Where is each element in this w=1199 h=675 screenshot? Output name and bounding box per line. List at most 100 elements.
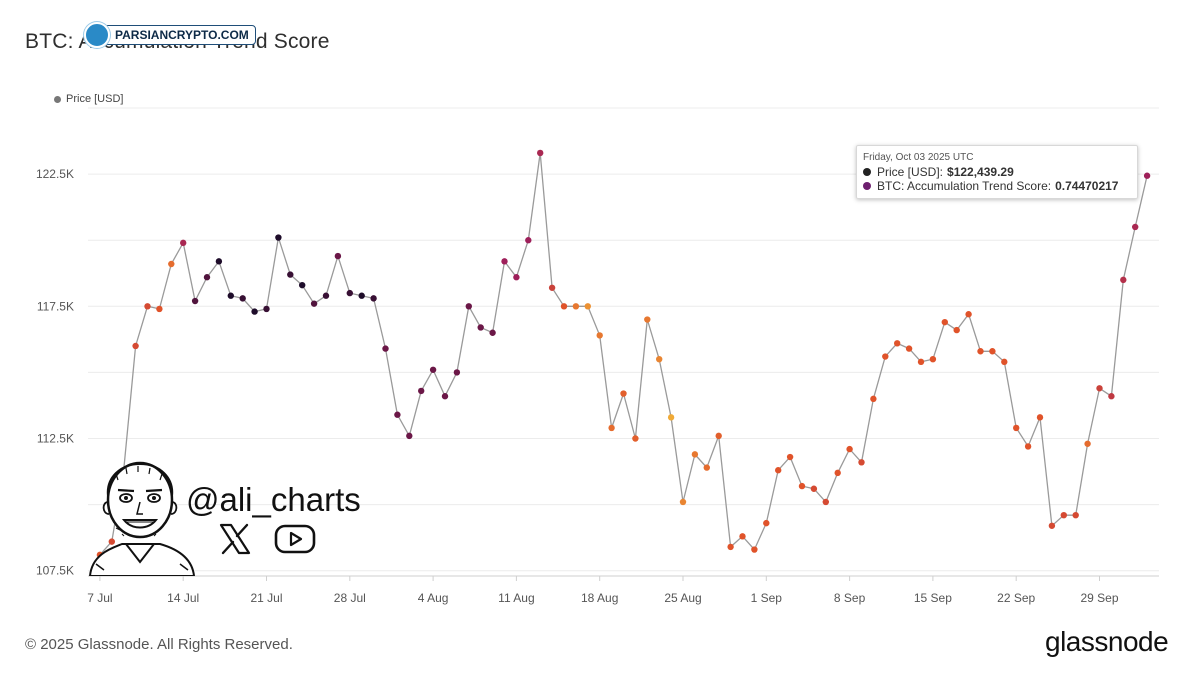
data-point[interactable] <box>310 300 318 307</box>
x-tick-label: 18 Aug <box>581 591 618 605</box>
data-point[interactable] <box>239 295 246 302</box>
data-point[interactable] <box>1120 276 1127 284</box>
data-point[interactable] <box>168 260 175 268</box>
data-point[interactable] <box>929 355 937 363</box>
data-point[interactable] <box>215 258 223 265</box>
data-point[interactable] <box>1048 522 1056 529</box>
data-point[interactable] <box>953 326 960 334</box>
tooltip-score-label: BTC: Accumulation Trend Score: <box>877 179 1052 193</box>
data-point[interactable] <box>608 424 615 432</box>
data-point[interactable] <box>632 435 639 442</box>
data-point[interactable] <box>203 274 211 281</box>
data-point[interactable] <box>251 308 258 315</box>
data-point[interactable] <box>346 289 353 297</box>
data-point[interactable] <box>191 297 199 305</box>
x-tick-label: 29 Sep <box>1080 591 1118 605</box>
data-point[interactable] <box>667 414 675 421</box>
data-point[interactable] <box>1072 511 1079 519</box>
data-point[interactable] <box>1013 424 1020 432</box>
legend[interactable]: Price [USD] <box>54 93 123 105</box>
youtube-icon[interactable] <box>274 522 316 556</box>
data-point[interactable] <box>965 311 972 318</box>
data-point[interactable] <box>894 340 901 347</box>
data-point[interactable] <box>370 295 377 302</box>
data-point[interactable] <box>596 332 603 339</box>
data-point[interactable] <box>727 543 734 551</box>
data-point[interactable] <box>846 445 853 453</box>
data-point[interactable] <box>1024 443 1032 450</box>
data-point[interactable] <box>644 316 651 323</box>
data-point[interactable] <box>132 342 139 350</box>
data-point[interactable] <box>691 451 699 458</box>
data-point[interactable] <box>156 305 163 313</box>
watermark-logo-icon <box>84 22 110 48</box>
data-point[interactable] <box>810 485 818 492</box>
data-point[interactable] <box>656 355 663 363</box>
data-point[interactable] <box>275 234 282 241</box>
data-point[interactable] <box>180 239 187 247</box>
x-tick-label: 8 Sep <box>834 591 866 605</box>
data-point[interactable] <box>751 546 758 553</box>
data-point[interactable] <box>501 258 508 265</box>
data-point[interactable] <box>1036 414 1044 421</box>
data-point[interactable] <box>227 292 234 299</box>
data-point[interactable] <box>441 393 449 400</box>
data-point[interactable] <box>917 358 925 366</box>
data-point[interactable] <box>406 432 413 440</box>
data-points <box>96 149 1151 559</box>
data-point[interactable] <box>1108 393 1115 400</box>
data-point[interactable] <box>108 538 116 545</box>
data-point[interactable] <box>679 498 687 506</box>
author-handle[interactable]: @ali_charts <box>186 481 361 518</box>
data-point[interactable] <box>739 533 746 540</box>
data-point[interactable] <box>382 345 389 352</box>
data-point[interactable] <box>858 459 865 466</box>
data-point[interactable] <box>1143 172 1151 179</box>
data-point[interactable] <box>418 387 425 395</box>
data-point[interactable] <box>287 271 294 278</box>
data-point[interactable] <box>525 237 532 244</box>
data-point[interactable] <box>584 303 591 310</box>
data-point[interactable] <box>715 432 722 440</box>
data-point[interactable] <box>1084 440 1091 447</box>
data-point[interactable] <box>1060 511 1068 519</box>
data-point[interactable] <box>882 353 889 360</box>
data-point[interactable] <box>144 303 151 310</box>
data-point[interactable] <box>394 411 401 418</box>
data-point[interactable] <box>834 469 841 477</box>
data-point[interactable] <box>977 348 984 355</box>
data-point[interactable] <box>1001 358 1008 366</box>
data-point[interactable] <box>263 305 270 313</box>
data-point[interactable] <box>1096 385 1103 392</box>
data-point[interactable] <box>1132 223 1139 231</box>
data-point[interactable] <box>775 467 782 474</box>
data-point[interactable] <box>465 303 472 310</box>
data-point[interactable] <box>989 348 996 355</box>
data-point[interactable] <box>322 292 330 299</box>
data-point[interactable] <box>453 369 461 376</box>
data-point[interactable] <box>548 284 556 291</box>
x-tick-label: 25 Aug <box>664 591 701 605</box>
data-point[interactable] <box>905 345 913 352</box>
data-point[interactable] <box>429 366 437 373</box>
data-point[interactable] <box>870 395 877 403</box>
data-point[interactable] <box>822 498 829 506</box>
data-point[interactable] <box>572 303 580 310</box>
data-point[interactable] <box>358 292 365 299</box>
data-point[interactable] <box>334 252 342 260</box>
x-tick-label: 28 Jul <box>334 591 366 605</box>
data-point[interactable] <box>786 453 794 461</box>
data-point[interactable] <box>477 324 484 331</box>
x-logo-icon[interactable] <box>218 522 252 556</box>
data-point[interactable] <box>513 274 520 281</box>
data-point[interactable] <box>299 281 306 289</box>
data-point[interactable] <box>763 519 770 527</box>
data-point[interactable] <box>941 318 948 326</box>
data-point[interactable] <box>703 464 710 471</box>
data-point[interactable] <box>489 329 496 336</box>
data-point[interactable] <box>537 149 544 157</box>
data-point[interactable] <box>560 303 568 310</box>
data-point[interactable] <box>620 390 627 397</box>
data-point[interactable] <box>798 482 806 490</box>
